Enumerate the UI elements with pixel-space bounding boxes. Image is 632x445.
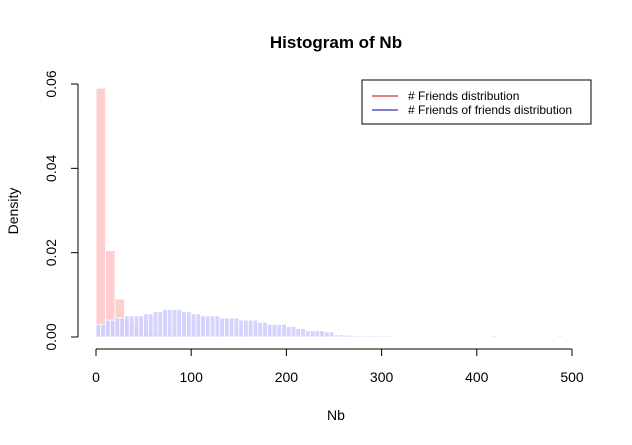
fof-bar-60	[152, 311, 159, 338]
fof-bar-175	[262, 321, 268, 338]
fof-bar-230	[314, 330, 321, 338]
fof-bar-180	[266, 323, 273, 338]
fof-bar-125	[214, 315, 221, 338]
fof-bar-95	[186, 311, 192, 338]
friends-of-friends-bars	[95, 309, 563, 338]
x-axis: 0 100 200 300 400 500	[92, 348, 584, 385]
fof-bar-115	[205, 315, 211, 338]
fof-bar-140	[228, 317, 235, 338]
fof-bar-235	[319, 330, 325, 338]
fof-bar-485	[557, 335, 563, 338]
fof-bar-215	[300, 328, 306, 338]
fof-bar-190	[276, 323, 283, 338]
fof-bar-15	[109, 319, 116, 338]
fof-bar-85	[176, 309, 183, 338]
fof-bar-40	[133, 315, 140, 338]
y-axis: 0.00 0.02 0.04 0.06	[43, 70, 79, 351]
chart-title: Histogram of Nb	[270, 33, 402, 52]
y-axis-label: Density	[5, 188, 21, 235]
x-tick-label-200: 200	[275, 369, 299, 385]
fof-bar-75	[166, 309, 173, 338]
friends-bars	[95, 87, 563, 338]
y-tick-label-1: 0.02	[43, 239, 59, 266]
fof-bar-290	[371, 335, 378, 338]
fof-bar-120	[209, 315, 216, 338]
fof-bar-250	[333, 334, 340, 338]
fof-bar-415	[490, 335, 497, 338]
fof-bar-285	[366, 335, 373, 338]
fof-bar-210	[295, 328, 302, 338]
fof-bar-195	[281, 323, 287, 338]
fof-bar-295	[376, 335, 382, 338]
fof-bar-50	[143, 313, 149, 338]
fof-bar-35	[128, 315, 135, 338]
fof-bar-275	[357, 335, 363, 338]
legend: # Friends distribution # Friends of frie…	[361, 79, 592, 125]
fof-bar-70	[162, 309, 168, 338]
friends-bar-0	[95, 87, 106, 338]
fof-bar-170	[257, 321, 263, 338]
fof-bar-150	[238, 319, 244, 338]
fof-bar-10	[105, 319, 111, 338]
fof-bar-135	[224, 317, 230, 338]
fof-bar-80	[171, 309, 178, 338]
fof-bar-255	[338, 334, 344, 338]
x-tick-label-100: 100	[180, 369, 204, 385]
fof-bar-280	[362, 335, 368, 338]
y-tick-label-2: 0.04	[43, 154, 59, 181]
fof-bar-300	[381, 335, 387, 338]
legend-label-friends: # Friends distribution	[408, 89, 519, 103]
fof-bar-200	[285, 326, 292, 338]
x-tick-label-400: 400	[465, 369, 489, 385]
fof-bar-20	[114, 317, 121, 338]
fof-bar-165	[252, 319, 259, 338]
fof-bar-240	[324, 331, 330, 338]
fof-bar-5	[100, 323, 106, 338]
fof-bar-245	[328, 331, 335, 338]
fof-bar-270	[352, 335, 359, 338]
x-tick-label-0: 0	[92, 369, 100, 385]
fof-bar-65	[157, 311, 164, 338]
x-tick-label-500: 500	[560, 369, 584, 385]
fof-bar-90	[181, 311, 187, 338]
legend-box	[361, 79, 592, 125]
fof-bar-185	[271, 323, 278, 338]
fof-bar-220	[305, 330, 311, 338]
fof-bar-0	[95, 323, 102, 338]
fof-bar-100	[190, 313, 197, 338]
fof-bar-160	[247, 319, 254, 338]
fof-bar-145	[233, 317, 240, 338]
x-axis-label: Nb	[327, 407, 345, 423]
fof-bar-305	[385, 335, 392, 338]
y-tick-label-0: 0.00	[43, 323, 59, 350]
fof-bar-45	[138, 315, 144, 338]
x-tick-label-300: 300	[370, 369, 394, 385]
fof-bar-205	[290, 326, 297, 338]
fof-bar-25	[119, 317, 125, 338]
fof-bar-315	[395, 335, 402, 338]
friends-bar-320	[400, 336, 411, 338]
fof-bar-110	[200, 315, 206, 338]
fof-bar-130	[219, 317, 225, 338]
fof-bar-265	[347, 334, 354, 338]
legend-label-friends-of-friends: # Friends of friends distribution	[408, 103, 572, 117]
y-tick-label-3: 0.06	[43, 70, 59, 97]
fof-bar-225	[309, 330, 316, 338]
fof-bar-30	[124, 315, 130, 338]
fof-bar-55	[147, 313, 154, 338]
fof-bar-260	[343, 334, 349, 338]
fof-bar-105	[195, 313, 202, 338]
fof-bar-155	[243, 319, 249, 338]
fof-bar-310	[390, 335, 397, 338]
